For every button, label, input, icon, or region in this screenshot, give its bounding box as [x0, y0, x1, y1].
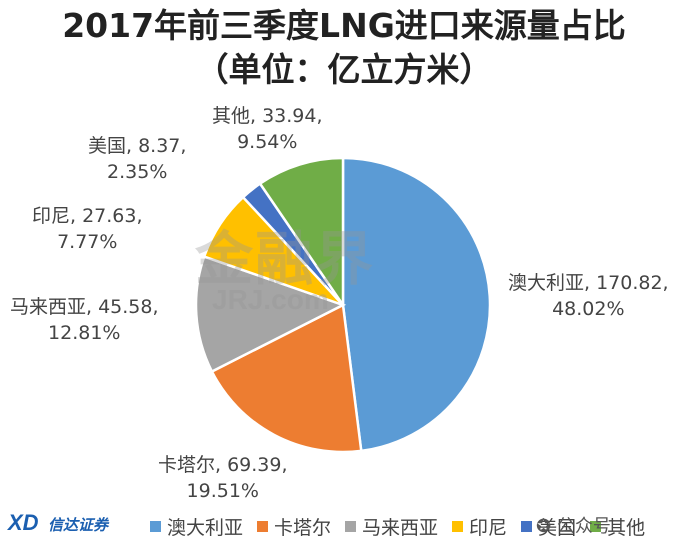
- legend-label: 其他: [607, 516, 646, 539]
- legend-label: 美国: [538, 516, 577, 539]
- pie-slice-australia: [341, 156, 492, 453]
- chart-legend: 澳大利亚 卡塔尔 马来西亚 印尼 美国 其他: [150, 512, 645, 540]
- slice-label-name-value: 马来西亚, 45.58,: [10, 296, 159, 318]
- brand-logo-sub: 信达证券: [48, 516, 109, 534]
- slice-label-name-value: 澳大利亚, 170.82,: [508, 272, 669, 294]
- slice-label-percent: 19.51%: [186, 480, 259, 502]
- slice-label-name-value: 美国, 8.37,: [88, 135, 187, 157]
- legend-label: 马来西亚: [362, 516, 439, 539]
- wechat-icon: ✪: [536, 516, 552, 537]
- legend-item-usa: 美国: [521, 513, 576, 540]
- slice-label-australia: 澳大利亚, 170.82, 48.02%: [508, 270, 669, 322]
- slice-label-percent: 9.54%: [237, 131, 298, 153]
- watermark: 金融界: [195, 225, 376, 293]
- legend-swatch: [521, 520, 533, 532]
- legend-swatch: [452, 520, 464, 532]
- slice-label-percent: 2.35%: [107, 161, 168, 183]
- slice-label-name-value: 其他, 33.94,: [212, 105, 323, 127]
- legend-label: 澳大利亚: [167, 516, 244, 539]
- legend-item-qatar: 卡塔尔: [257, 513, 331, 540]
- slice-label-malaysia: 马来西亚, 45.58, 12.81%: [10, 294, 159, 346]
- brand-logo: XD: [8, 510, 39, 535]
- chart-title: 2017年前三季度LNG进口来源量占比: [62, 6, 626, 45]
- legend-label: 印尼: [469, 516, 508, 539]
- legend-swatch: [590, 520, 602, 532]
- slice-label-percent: 12.81%: [48, 322, 121, 344]
- legend-label: 卡塔尔: [274, 516, 332, 539]
- slice-label-other: 其他, 33.94, 9.54%: [212, 103, 323, 155]
- slice-label-indonesia: 印尼, 27.63, 7.77%: [32, 203, 143, 255]
- legend-swatch: [150, 520, 161, 532]
- wechat-label: 公众号: [556, 516, 611, 537]
- slice-label-name-value: 印尼, 27.63,: [32, 205, 143, 227]
- slice-label-percent: 7.77%: [57, 231, 118, 253]
- legend-item-malaysia: 马来西亚: [345, 513, 438, 540]
- slice-label-name-value: 卡塔尔, 69.39,: [158, 454, 288, 476]
- wechat-watermark: ✪ 公众号: [536, 512, 611, 538]
- chart-subtitle: （单位：亿立方米）: [195, 50, 493, 89]
- legend-item-indonesia: 印尼: [452, 513, 507, 540]
- slice-label-usa: 美国, 8.37, 2.35%: [88, 133, 186, 185]
- slice-label-qatar: 卡塔尔, 69.39, 19.51%: [158, 452, 288, 504]
- slice-label-percent: 48.02%: [552, 298, 625, 320]
- legend-item-other: 其他: [590, 513, 645, 540]
- watermark-url: JRJ.com: [212, 284, 329, 315]
- pie-slice-qatar: [210, 303, 363, 454]
- pie-slice-other: [258, 156, 345, 310]
- pie-slice-malaysia: [194, 255, 347, 374]
- legend-swatch: [345, 520, 357, 532]
- legend-swatch: [257, 520, 269, 532]
- legend-item-australia: 澳大利亚: [150, 513, 243, 540]
